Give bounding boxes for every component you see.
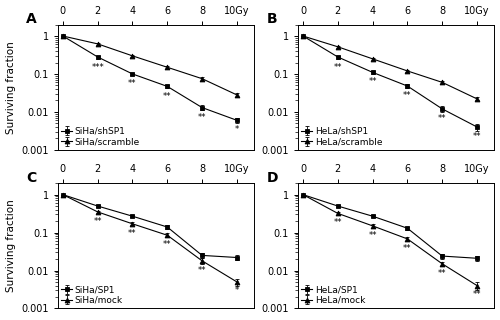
Text: C: C	[26, 171, 36, 185]
Text: **: **	[473, 132, 482, 141]
Text: **: **	[198, 113, 206, 122]
Text: **: **	[128, 79, 136, 88]
Text: **: **	[94, 217, 102, 226]
Text: **: **	[368, 77, 377, 86]
Y-axis label: Surviving fraction: Surviving fraction	[6, 199, 16, 292]
Text: D: D	[266, 171, 278, 185]
Text: **: **	[438, 114, 446, 123]
Text: A: A	[26, 12, 37, 26]
Text: **: **	[473, 290, 482, 299]
Y-axis label: Surviving fraction: Surviving fraction	[6, 41, 16, 133]
Legend: SiHa/SP1, SiHa/mock: SiHa/SP1, SiHa/mock	[60, 284, 124, 306]
Text: **: **	[163, 92, 172, 101]
Legend: HeLa/SP1, HeLa/mock: HeLa/SP1, HeLa/mock	[300, 284, 366, 306]
Text: **: **	[163, 240, 172, 249]
Text: **: **	[368, 231, 377, 240]
Text: **: **	[403, 244, 411, 253]
Text: B: B	[266, 12, 277, 26]
Text: **: **	[128, 229, 136, 238]
Text: *: *	[235, 125, 239, 134]
Text: **: **	[438, 269, 446, 278]
Text: **: **	[334, 63, 342, 72]
Text: **: **	[403, 91, 411, 100]
Text: **: **	[334, 219, 342, 228]
Legend: HeLa/shSP1, HeLa/scramble: HeLa/shSP1, HeLa/scramble	[300, 126, 384, 147]
Text: *: *	[235, 286, 239, 295]
Text: **: **	[198, 266, 206, 275]
Text: ***: ***	[92, 63, 104, 72]
Legend: SiHa/shSP1, SiHa/scramble: SiHa/shSP1, SiHa/scramble	[60, 126, 141, 147]
